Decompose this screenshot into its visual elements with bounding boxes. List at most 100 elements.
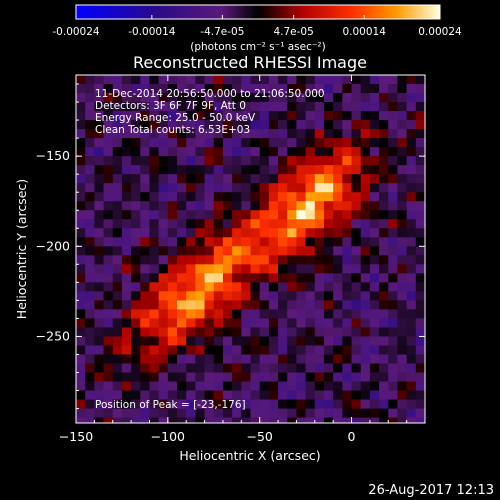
heatmap-cell <box>232 219 242 229</box>
heatmap-cell <box>94 156 105 166</box>
heatmap-cell <box>195 300 206 311</box>
heatmap-cell <box>314 192 325 202</box>
heatmap-cell <box>94 318 105 329</box>
heatmap-cell <box>76 147 86 157</box>
heatmap-cell <box>323 192 334 202</box>
heatmap-cell <box>250 201 261 211</box>
heatmap-cell <box>204 147 215 157</box>
heatmap-cell <box>85 237 95 247</box>
heatmap-cell <box>85 102 95 112</box>
heatmap-cell <box>259 210 270 220</box>
heatmap-cell <box>241 201 252 211</box>
heatmap-cell <box>158 93 169 103</box>
heatmap-cell <box>103 345 114 356</box>
heatmap-cell <box>323 129 334 139</box>
heatmap-cell <box>186 192 196 202</box>
heatmap-cell <box>204 75 215 85</box>
heatmap-cell <box>323 363 334 374</box>
heatmap-cell <box>85 165 95 175</box>
heatmap-cell <box>103 84 114 94</box>
heatmap-cell <box>360 300 371 311</box>
heatmap-cell <box>296 390 307 401</box>
heatmap-cell <box>232 192 242 202</box>
heatmap-cell <box>278 264 288 274</box>
y-axis-label: Heliocentric Y (arcsec) <box>14 179 29 319</box>
heatmap-cell <box>213 264 224 274</box>
heatmap-cell <box>333 228 343 238</box>
heatmap-cell <box>76 336 86 347</box>
heatmap-cell <box>103 120 114 130</box>
heatmap-cell <box>397 390 408 401</box>
heatmap-cell <box>232 210 242 220</box>
heatmap-cell <box>140 336 151 347</box>
heatmap-cell <box>167 183 178 193</box>
heatmap-cell <box>103 273 114 283</box>
heatmap-cell <box>333 408 343 419</box>
heatmap-cell <box>149 75 160 85</box>
heatmap-cell <box>167 210 178 220</box>
heatmap-cell <box>241 381 252 392</box>
heatmap-cell <box>158 192 169 202</box>
heatmap-cell <box>323 246 334 256</box>
heatmap-cell <box>278 228 288 238</box>
heatmap-cell <box>76 165 86 175</box>
heatmap-cell <box>268 165 279 175</box>
heatmap-cell <box>149 129 160 139</box>
heatmap-cell <box>241 174 252 184</box>
heatmap-cell <box>351 93 362 103</box>
heatmap-cell <box>342 345 353 356</box>
heatmap-cell <box>397 372 408 383</box>
heatmap-cell <box>259 138 270 148</box>
heatmap-cell <box>213 309 224 320</box>
heatmap-cell <box>222 147 233 157</box>
heatmap-cell <box>296 165 307 175</box>
heatmap-cell <box>351 201 362 211</box>
heatmap-cell <box>76 120 86 130</box>
heatmap-cell <box>333 309 343 320</box>
heatmap-cell <box>342 210 353 220</box>
heatmap-cell <box>342 201 353 211</box>
heatmap-cell <box>213 390 224 401</box>
heatmap-cell <box>167 174 178 184</box>
heatmap-cell <box>415 192 425 202</box>
heatmap-cell <box>121 129 132 139</box>
heatmap-cell <box>85 138 95 148</box>
heatmap-cell <box>121 84 132 94</box>
heatmap-cell <box>314 201 325 211</box>
heatmap-cell <box>177 300 187 311</box>
heatmap-cell <box>360 174 371 184</box>
heatmap-cell <box>232 363 242 374</box>
heatmap-cell <box>204 273 215 283</box>
heatmap-cell <box>259 390 270 401</box>
heatmap-cell <box>177 327 187 338</box>
heatmap-cell <box>314 228 325 238</box>
x-tick-label: 0 <box>348 429 356 444</box>
heatmap-cell <box>351 111 362 121</box>
heatmap-cell <box>415 381 425 392</box>
heatmap-cell <box>112 156 123 166</box>
heatmap-cell <box>323 309 334 320</box>
heatmap-cell <box>360 408 371 419</box>
heatmap-cell <box>121 246 132 256</box>
heatmap-cell <box>314 255 325 265</box>
heatmap-cell <box>250 129 261 139</box>
heatmap-cell <box>351 210 362 220</box>
heatmap-cell <box>406 408 417 419</box>
peak-position-label: Position of Peak = [-23,-176] <box>95 399 246 411</box>
heatmap-cell <box>241 336 252 347</box>
heatmap-cell <box>222 246 233 256</box>
heatmap-cell <box>167 129 178 139</box>
heatmap-cell <box>177 120 187 130</box>
heatmap-cell <box>195 399 206 410</box>
heatmap-cell <box>241 165 252 175</box>
heatmap-cell <box>333 138 343 148</box>
x-tick-label: −50 <box>246 429 272 444</box>
heatmap-cell <box>259 228 270 238</box>
heatmap-cell <box>94 228 105 238</box>
heatmap-cell <box>177 255 187 265</box>
heatmap-cell <box>406 300 417 311</box>
heatmap-cell <box>314 147 325 157</box>
heatmap-cell <box>259 372 270 383</box>
heatmap-cell <box>415 165 425 175</box>
heatmap-cell <box>259 273 270 283</box>
